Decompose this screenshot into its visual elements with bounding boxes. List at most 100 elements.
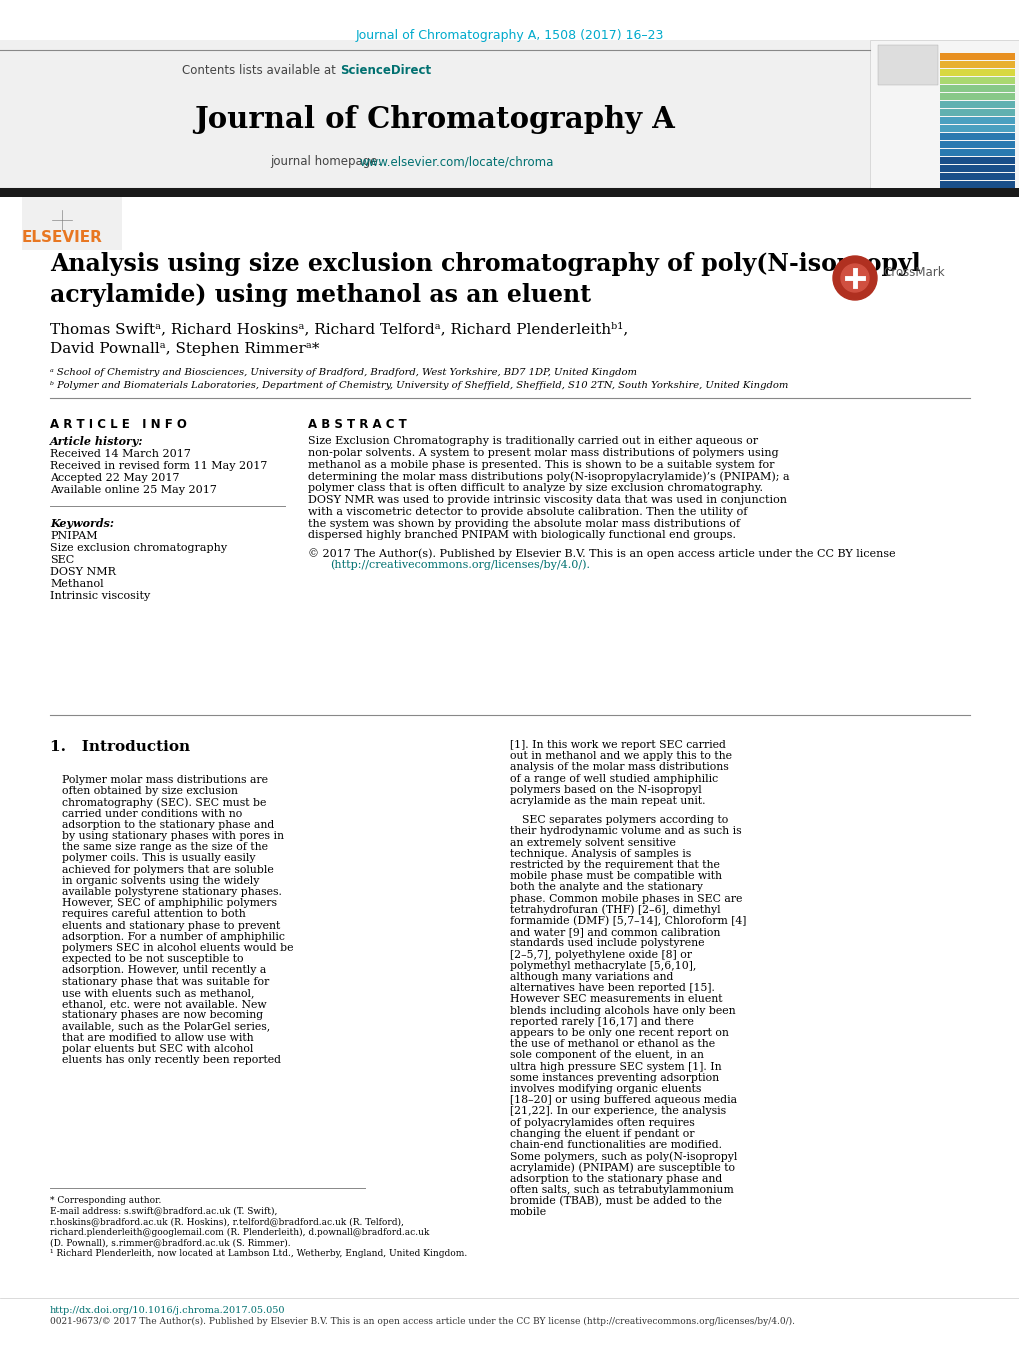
Text: chain-end functionalities are modified.: chain-end functionalities are modified. <box>510 1140 721 1150</box>
Bar <box>940 173 1014 180</box>
Text: phase. Common mobile phases in SEC are: phase. Common mobile phases in SEC are <box>510 893 742 904</box>
Text: A B S T R A C T: A B S T R A C T <box>308 417 407 431</box>
Bar <box>940 132 1014 141</box>
Text: Available online 25 May 2017: Available online 25 May 2017 <box>50 485 217 494</box>
Text: ELSEVIER: ELSEVIER <box>22 230 103 245</box>
Text: adsorption to the stationary phase and: adsorption to the stationary phase and <box>510 1174 721 1183</box>
Text: [21,22]. In our experience, the analysis: [21,22]. In our experience, the analysis <box>510 1106 726 1116</box>
Text: restricted by the requirement that the: restricted by the requirement that the <box>510 861 719 870</box>
Bar <box>940 118 1014 124</box>
Bar <box>940 157 1014 163</box>
Text: [18–20] or using buffered aqueous media: [18–20] or using buffered aqueous media <box>510 1096 737 1105</box>
Bar <box>940 69 1014 76</box>
Text: polymers based on the N-isopropyl: polymers based on the N-isopropyl <box>510 785 701 794</box>
Text: achieved for polymers that are soluble: achieved for polymers that are soluble <box>62 865 273 874</box>
Text: some instances preventing adsorption: some instances preventing adsorption <box>510 1073 718 1082</box>
Text: adsorption. However, until recently a: adsorption. However, until recently a <box>62 966 266 975</box>
Text: mobile phase must be compatible with: mobile phase must be compatible with <box>510 871 721 881</box>
Text: in organic solvents using the widely: in organic solvents using the widely <box>62 875 259 886</box>
Text: both the analyte and the stationary: both the analyte and the stationary <box>510 882 702 893</box>
Text: Size Exclusion Chromatography is traditionally carried out in either aqueous or: Size Exclusion Chromatography is traditi… <box>308 436 757 446</box>
Text: changing the eluent if pendant or: changing the eluent if pendant or <box>510 1129 694 1139</box>
Bar <box>869 41 1019 188</box>
Text: ethanol, etc. were not available. New: ethanol, etc. were not available. New <box>62 998 266 1009</box>
Text: polymethyl methacrylate [5,6,10],: polymethyl methacrylate [5,6,10], <box>510 961 696 971</box>
Text: of a range of well studied amphiphilic: of a range of well studied amphiphilic <box>510 774 717 784</box>
Text: by using stationary phases with pores in: by using stationary phases with pores in <box>62 831 283 842</box>
Text: Received in revised form 11 May 2017: Received in revised form 11 May 2017 <box>50 461 267 471</box>
Text: determining the molar mass distributions poly(N-isopropylacrylamide)’s (PNIPAM);: determining the molar mass distributions… <box>308 471 789 482</box>
Bar <box>940 61 1014 68</box>
Bar <box>0 41 869 188</box>
Text: eluents has only recently been reported: eluents has only recently been reported <box>62 1055 280 1065</box>
Text: bromide (TBAB), must be added to the: bromide (TBAB), must be added to the <box>510 1196 721 1206</box>
Text: David Pownallᵃ, Stephen Rimmerᵃ*: David Pownallᵃ, Stephen Rimmerᵃ* <box>50 342 319 357</box>
Text: non-polar solvents. A system to present molar mass distributions of polymers usi: non-polar solvents. A system to present … <box>308 447 777 458</box>
Bar <box>22 195 122 250</box>
Text: mobile: mobile <box>510 1208 546 1217</box>
Text: Article history:: Article history: <box>50 436 144 447</box>
Text: Journal of Chromatography A: Journal of Chromatography A <box>195 105 675 135</box>
Text: acrylamide) (PNIPAM) are susceptible to: acrylamide) (PNIPAM) are susceptible to <box>510 1162 735 1173</box>
Text: alternatives have been reported [15].: alternatives have been reported [15]. <box>510 984 714 993</box>
Text: dispersed highly branched PNIPAM with biologically functional end groups.: dispersed highly branched PNIPAM with bi… <box>308 531 736 540</box>
Circle shape <box>833 255 876 300</box>
Text: polymer coils. This is usually easily: polymer coils. This is usually easily <box>62 854 255 863</box>
Bar <box>940 101 1014 108</box>
Text: SEC separates polymers according to: SEC separates polymers according to <box>522 815 728 825</box>
Text: Polymer molar mass distributions are: Polymer molar mass distributions are <box>62 775 268 785</box>
Text: the use of methanol or ethanol as the: the use of methanol or ethanol as the <box>510 1039 714 1050</box>
Bar <box>940 77 1014 84</box>
Text: Size exclusion chromatography: Size exclusion chromatography <box>50 543 227 553</box>
Text: Accepted 22 May 2017: Accepted 22 May 2017 <box>50 473 179 484</box>
Text: Contents lists available at: Contents lists available at <box>182 63 339 77</box>
Text: DOSY NMR was used to provide intrinsic viscosity data that was used in conjuncti: DOSY NMR was used to provide intrinsic v… <box>308 494 787 505</box>
Text: journal homepage:: journal homepage: <box>270 155 385 169</box>
Text: their hydrodynamic volume and as such is: their hydrodynamic volume and as such is <box>510 827 741 836</box>
Text: tetrahydrofuran (THF) [2–6], dimethyl: tetrahydrofuran (THF) [2–6], dimethyl <box>510 905 719 916</box>
Text: DOSY NMR: DOSY NMR <box>50 567 116 577</box>
Text: often salts, such as tetrabutylammonium: often salts, such as tetrabutylammonium <box>510 1185 733 1194</box>
Bar <box>940 165 1014 172</box>
Text: richard.plenderleith@googlemail.com (R. Plenderleith), d.pownall@bradford.ac.uk: richard.plenderleith@googlemail.com (R. … <box>50 1228 429 1236</box>
Text: often obtained by size exclusion: often obtained by size exclusion <box>62 786 237 796</box>
Text: Journal of Chromatography A, 1508 (2017) 16–23: Journal of Chromatography A, 1508 (2017)… <box>356 28 663 42</box>
Text: polymers SEC in alcohol eluents would be: polymers SEC in alcohol eluents would be <box>62 943 293 952</box>
Text: http://dx.doi.org/10.1016/j.chroma.2017.05.050: http://dx.doi.org/10.1016/j.chroma.2017.… <box>50 1306 285 1315</box>
Text: A R T I C L E   I N F O: A R T I C L E I N F O <box>50 417 186 431</box>
Text: * Corresponding author.: * Corresponding author. <box>50 1196 161 1205</box>
Text: eluents and stationary phase to prevent: eluents and stationary phase to prevent <box>62 920 280 931</box>
Text: out in methanol and we apply this to the: out in methanol and we apply this to the <box>510 751 732 761</box>
Text: of polyacrylamides often requires: of polyacrylamides often requires <box>510 1117 694 1128</box>
Text: carried under conditions with no: carried under conditions with no <box>62 809 243 819</box>
Bar <box>940 93 1014 100</box>
Text: Methanol: Methanol <box>50 580 104 589</box>
Text: and water [9] and common calibration: and water [9] and common calibration <box>510 927 719 938</box>
Text: ᵃ School of Chemistry and Biosciences, University of Bradford, Bradford, West Yo: ᵃ School of Chemistry and Biosciences, U… <box>50 367 637 377</box>
Bar <box>940 141 1014 149</box>
Text: appears to be only one recent report on: appears to be only one recent report on <box>510 1028 729 1038</box>
Text: requires careful attention to both: requires careful attention to both <box>62 909 246 920</box>
Text: use with eluents such as methanol,: use with eluents such as methanol, <box>62 988 255 998</box>
Bar <box>940 126 1014 132</box>
Text: r.hoskins@bradford.ac.uk (R. Hoskins), r.telford@bradford.ac.uk (R. Telford),: r.hoskins@bradford.ac.uk (R. Hoskins), r… <box>50 1217 404 1225</box>
Text: available polystyrene stationary phases.: available polystyrene stationary phases. <box>62 888 281 897</box>
Text: the system was shown by providing the absolute molar mass distributions of: the system was shown by providing the ab… <box>308 519 739 528</box>
Text: [1]. In this work we report SEC carried: [1]. In this work we report SEC carried <box>510 740 726 750</box>
Text: reported rarely [16,17] and there: reported rarely [16,17] and there <box>510 1017 693 1027</box>
Text: involves modifying organic eluents: involves modifying organic eluents <box>510 1084 701 1094</box>
Text: However SEC measurements in eluent: However SEC measurements in eluent <box>510 994 721 1004</box>
Text: SEC: SEC <box>50 555 74 565</box>
Text: © 2017 The Author(s). Published by Elsevier B.V. This is an open access article : © 2017 The Author(s). Published by Elsev… <box>308 549 895 559</box>
Circle shape <box>841 263 868 292</box>
Text: Received 14 March 2017: Received 14 March 2017 <box>50 449 191 459</box>
Text: formamide (DMF) [5,7–14], Chloroform [4]: formamide (DMF) [5,7–14], Chloroform [4] <box>510 916 746 927</box>
Text: analysis of the molar mass distributions: analysis of the molar mass distributions <box>510 762 728 773</box>
Text: adsorption to the stationary phase and: adsorption to the stationary phase and <box>62 820 274 830</box>
Text: available, such as the PolarGel series,: available, such as the PolarGel series, <box>62 1021 270 1031</box>
Bar <box>940 53 1014 59</box>
Text: polymer class that is often difficult to analyze by size exclusion chromatograph: polymer class that is often difficult to… <box>308 484 762 493</box>
Text: Intrinsic viscosity: Intrinsic viscosity <box>50 590 150 601</box>
Text: ¹ Richard Plenderleith, now located at Lambson Ltd., Wetherby, England, United K: ¹ Richard Plenderleith, now located at L… <box>50 1248 467 1258</box>
Bar <box>0 188 1019 197</box>
